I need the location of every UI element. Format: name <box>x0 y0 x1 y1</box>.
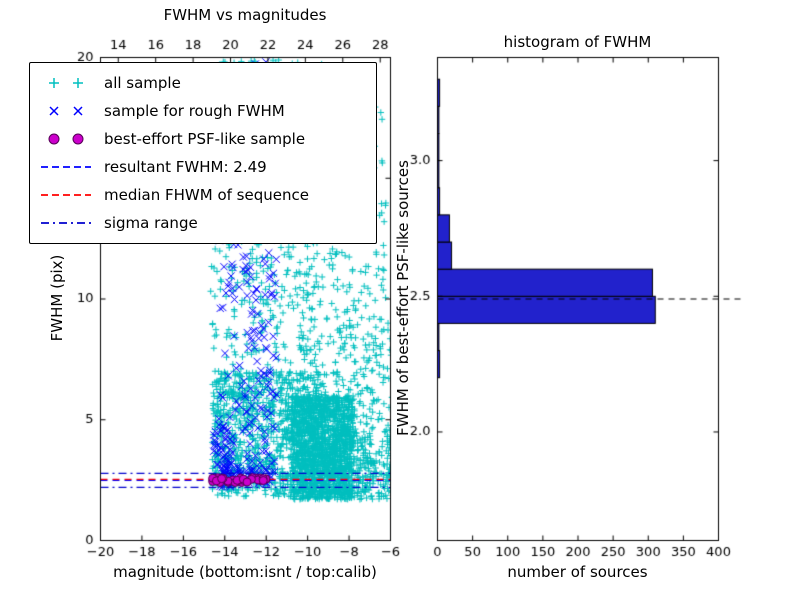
legend-item: median FHWM of sequence <box>38 181 368 209</box>
plus-marker-icon <box>49 78 83 88</box>
legend-item: best-effort PSF-like sample <box>38 125 368 153</box>
circle-marker-icon <box>48 133 84 145</box>
right-plot-title: histogram of FWHM <box>503 33 652 51</box>
legend-item-label: resultant FWHM: 2.49 <box>104 158 267 176</box>
right-plot-ylabel: FWHM of best-effort PSF-like sources <box>394 160 412 436</box>
legend-item-label: sample for rough FWHM <box>104 102 285 120</box>
right-plot-xlabel: number of sources <box>507 563 648 581</box>
legend-item-label: median FHWM of sequence <box>104 186 309 204</box>
dashed-marker-icon <box>41 166 91 168</box>
legend-item: sample for rough FWHM <box>38 97 368 125</box>
legend-item: sigma range <box>38 209 368 237</box>
legend-item: all sample <box>38 69 368 97</box>
legend-item-label: best-effort PSF-like sample <box>104 130 306 148</box>
legend-item-label: sigma range <box>104 214 198 232</box>
left-plot-ylabel: FWHM (pix) <box>48 254 66 342</box>
legend-item: resultant FWHM: 2.49 <box>38 153 368 181</box>
legend-item-label: all sample <box>104 74 181 92</box>
dashed-marker-icon <box>41 194 91 196</box>
dashdot-marker-icon <box>41 222 91 224</box>
legend: all sample sample for rough FWHM best-effo… <box>29 62 377 244</box>
x-marker-icon <box>49 106 83 116</box>
left-plot-title: FWHM vs magnitudes <box>163 6 327 24</box>
left-plot-xlabel: magnitude (bottom:isnt / top:calib) <box>113 563 377 581</box>
